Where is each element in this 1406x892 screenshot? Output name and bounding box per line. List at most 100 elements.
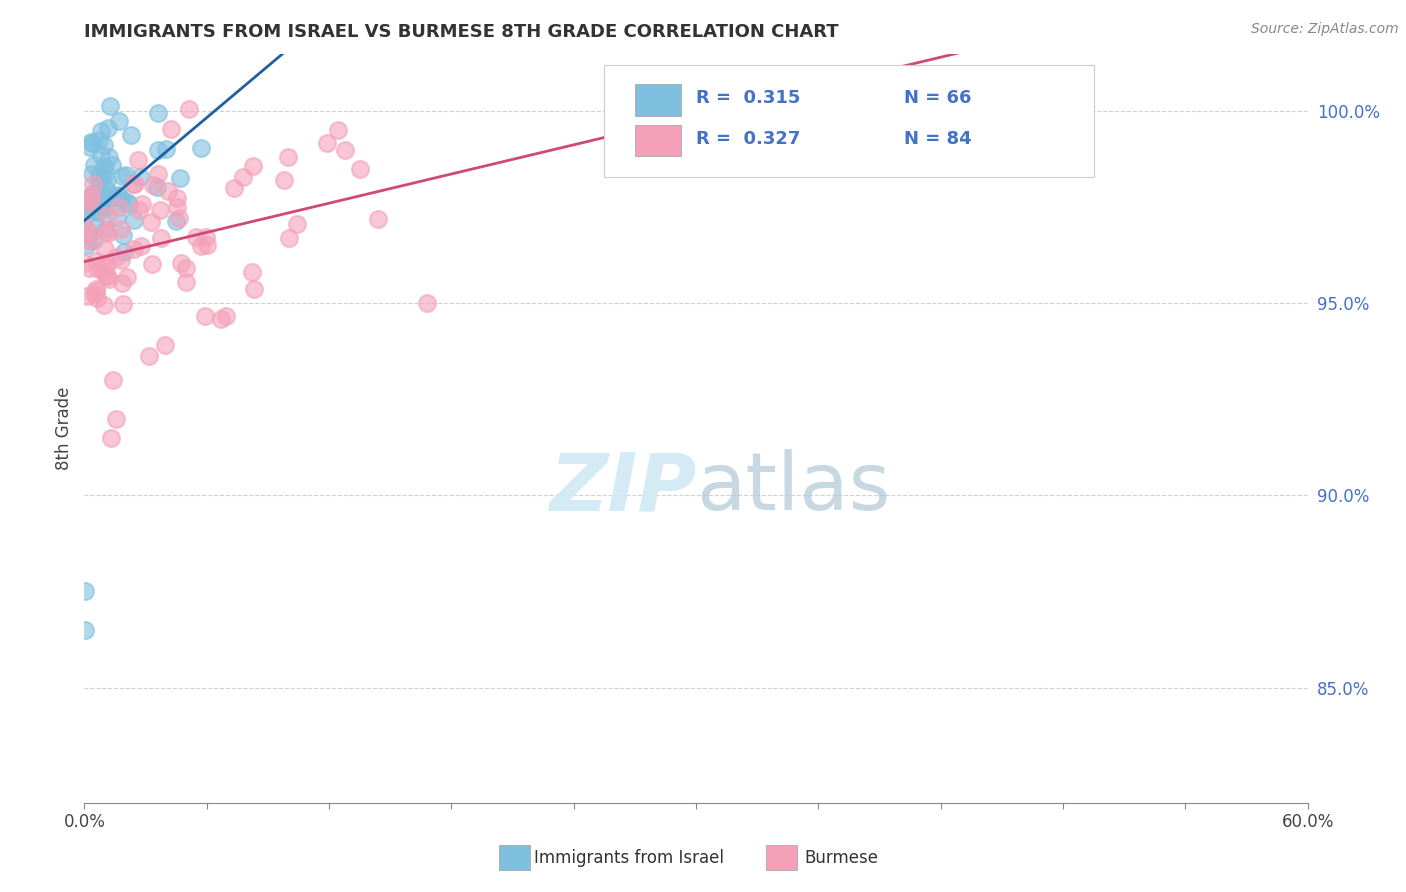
Point bbox=[83, 287, 105, 301]
Point bbox=[127, 153, 149, 168]
Point bbox=[101, 187, 124, 202]
Point bbox=[94, 222, 117, 236]
Point bbox=[97, 272, 120, 286]
Point bbox=[110, 192, 132, 206]
Y-axis label: 8th Grade: 8th Grade bbox=[55, 386, 73, 470]
Point bbox=[146, 179, 169, 194]
Point bbox=[87, 188, 110, 202]
Point bbox=[195, 229, 218, 244]
Point bbox=[111, 169, 134, 184]
Point bbox=[93, 160, 115, 174]
Point bbox=[96, 260, 118, 274]
Point bbox=[96, 209, 118, 223]
Point bbox=[155, 338, 177, 352]
Point bbox=[75, 208, 97, 222]
Point bbox=[90, 148, 112, 162]
Point bbox=[87, 168, 110, 182]
Point bbox=[112, 228, 135, 243]
Point bbox=[115, 195, 138, 210]
Point bbox=[166, 200, 188, 214]
Point bbox=[91, 171, 114, 186]
Point bbox=[243, 281, 266, 295]
Point bbox=[108, 188, 131, 202]
FancyBboxPatch shape bbox=[636, 84, 682, 116]
Point bbox=[105, 210, 128, 224]
Point bbox=[328, 123, 350, 137]
Point bbox=[93, 137, 115, 152]
Point bbox=[186, 230, 208, 244]
Point bbox=[86, 205, 108, 219]
Point bbox=[195, 237, 218, 252]
Point bbox=[128, 203, 150, 218]
Point bbox=[94, 160, 117, 174]
Point bbox=[277, 150, 299, 164]
Point bbox=[86, 284, 108, 298]
Point bbox=[149, 231, 172, 245]
Point bbox=[122, 213, 145, 227]
Point bbox=[90, 124, 112, 138]
Point bbox=[96, 172, 118, 186]
Point bbox=[100, 431, 122, 445]
Point bbox=[112, 297, 135, 311]
Point bbox=[75, 255, 97, 269]
Point bbox=[91, 194, 114, 208]
Point bbox=[75, 623, 97, 637]
Point bbox=[90, 202, 112, 217]
Text: Immigrants from Israel: Immigrants from Israel bbox=[534, 849, 724, 867]
Point bbox=[146, 143, 169, 157]
Point bbox=[122, 177, 145, 191]
Point bbox=[174, 275, 197, 289]
Point bbox=[75, 584, 97, 599]
Point bbox=[80, 192, 103, 206]
Point bbox=[138, 349, 160, 363]
Point bbox=[96, 255, 118, 269]
Point bbox=[77, 226, 100, 240]
Point bbox=[97, 150, 120, 164]
Point bbox=[215, 309, 238, 323]
Point bbox=[76, 197, 98, 211]
Point bbox=[285, 217, 308, 231]
Point bbox=[94, 242, 117, 256]
Point bbox=[82, 178, 104, 192]
Point bbox=[75, 203, 97, 218]
Point bbox=[96, 183, 118, 197]
Point bbox=[316, 136, 339, 150]
Text: atlas: atlas bbox=[696, 449, 890, 527]
Point bbox=[80, 136, 103, 150]
Point bbox=[96, 191, 118, 205]
Point bbox=[80, 136, 103, 151]
Point bbox=[367, 211, 389, 226]
Point bbox=[167, 211, 190, 226]
FancyBboxPatch shape bbox=[636, 125, 682, 156]
Point bbox=[209, 311, 232, 326]
Point bbox=[349, 161, 371, 176]
Text: ZIP: ZIP bbox=[548, 449, 696, 527]
Point bbox=[87, 262, 110, 277]
Point bbox=[90, 169, 112, 183]
Point bbox=[76, 288, 98, 302]
Text: N = 84: N = 84 bbox=[904, 130, 972, 148]
Point bbox=[90, 263, 112, 277]
Point bbox=[84, 191, 107, 205]
Point bbox=[273, 173, 295, 187]
Point bbox=[93, 298, 115, 312]
Point bbox=[79, 226, 101, 240]
Point bbox=[96, 269, 118, 284]
Point bbox=[112, 244, 135, 259]
FancyBboxPatch shape bbox=[605, 65, 1094, 178]
Point bbox=[105, 250, 128, 264]
Point bbox=[108, 113, 131, 128]
Point bbox=[83, 234, 105, 248]
Point bbox=[155, 142, 177, 156]
Point bbox=[77, 261, 100, 276]
Point bbox=[76, 226, 98, 240]
Text: Source: ZipAtlas.com: Source: ZipAtlas.com bbox=[1251, 22, 1399, 37]
Point bbox=[79, 139, 101, 153]
Point bbox=[75, 219, 97, 234]
Point bbox=[82, 186, 104, 200]
Point bbox=[129, 239, 152, 253]
Point bbox=[107, 189, 129, 203]
Point bbox=[87, 174, 110, 188]
Point bbox=[131, 197, 153, 211]
Point bbox=[79, 187, 101, 202]
